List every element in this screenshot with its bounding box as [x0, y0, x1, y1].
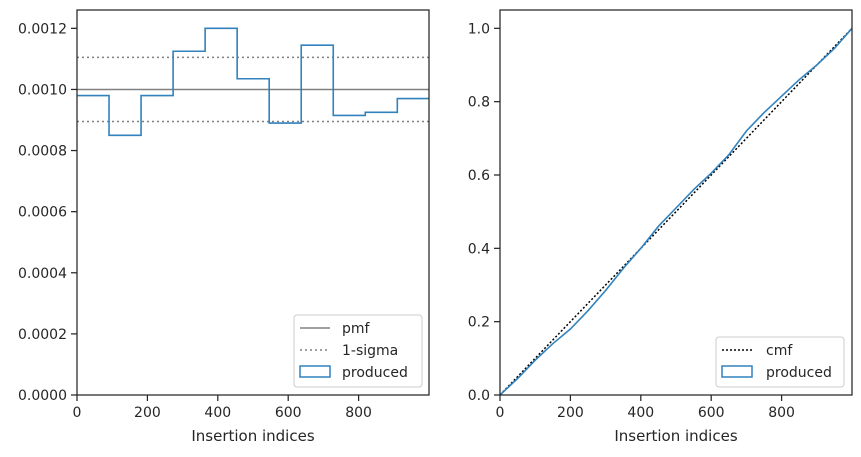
legend-cmf-label: cmf: [766, 343, 793, 359]
y-tick-label: 0.0: [468, 388, 490, 404]
y-tick-label: 0.6: [468, 168, 490, 184]
right-tick-layer: 0 200 400 600 800 0.0 0.2 0.4 0.6 0.8 1.0: [468, 21, 795, 421]
legend-produced2-swatch: [721, 365, 753, 378]
x-tick-label: 600: [698, 405, 725, 421]
left-x-axis-label: Insertion indices: [191, 427, 314, 445]
y-tick-label: 0.0000: [18, 388, 67, 404]
right-x-axis-label: Insertion indices: [614, 427, 737, 445]
y-tick-label: 0.0002: [18, 327, 67, 343]
y-tick-label: 0.8: [468, 95, 490, 111]
legend-produced2-label: produced: [766, 365, 832, 381]
y-tick-label: 0.4: [468, 241, 490, 257]
right-line-layer: [499, 27, 853, 396]
produced-cumulative-line: [499, 27, 853, 396]
x-tick-label: 200: [134, 405, 161, 421]
left-tick-layer: 0 200 400 600 800 0.0000 0.0002 0.0004 0.0006 0.0…: [18, 21, 372, 421]
y-tick-label: 1.0: [468, 21, 490, 37]
left-legend: pmf 1-sigma produced: [293, 314, 423, 388]
x-tick-label: 600: [275, 405, 302, 421]
right-plot-frame: [499, 9, 853, 396]
x-tick-label: 0: [496, 405, 505, 421]
x-tick-label: 0: [73, 405, 82, 421]
left-plot-frame: [76, 9, 430, 396]
y-tick-label: 0.0012: [18, 21, 67, 37]
left-line-layer: [77, 27, 429, 137]
x-tick-label: 800: [768, 405, 795, 421]
legend-produced-label: produced: [342, 365, 408, 381]
x-tick-label: 400: [627, 405, 654, 421]
right-chart-panel: 0 200 400 600 800 0.0 0.2 0.4 0.6 0.8 1.0 Insertio…: [468, 9, 853, 445]
cmf-line: [499, 27, 853, 396]
legend-sigma-label: 1-sigma: [342, 343, 398, 359]
y-tick-label: 0.0010: [18, 82, 67, 98]
right-legend: cmf produced: [715, 336, 845, 388]
y-tick-label: 0.2: [468, 315, 490, 331]
legend-pmf-label: pmf: [342, 321, 371, 337]
x-tick-label: 400: [204, 405, 231, 421]
x-tick-label: 200: [557, 405, 584, 421]
left-chart-panel: 0 200 400 600 800 0.0000 0.0002 0.0004 0.0006 0.0…: [18, 9, 430, 445]
y-tick-label: 0.0004: [18, 266, 67, 282]
produced-histogram-step: [77, 27, 429, 137]
y-tick-label: 0.0006: [18, 205, 67, 221]
x-tick-label: 800: [345, 405, 372, 421]
y-tick-label: 0.0008: [18, 144, 67, 160]
left-legend-box: [293, 314, 423, 388]
legend-produced-swatch: [299, 365, 331, 378]
